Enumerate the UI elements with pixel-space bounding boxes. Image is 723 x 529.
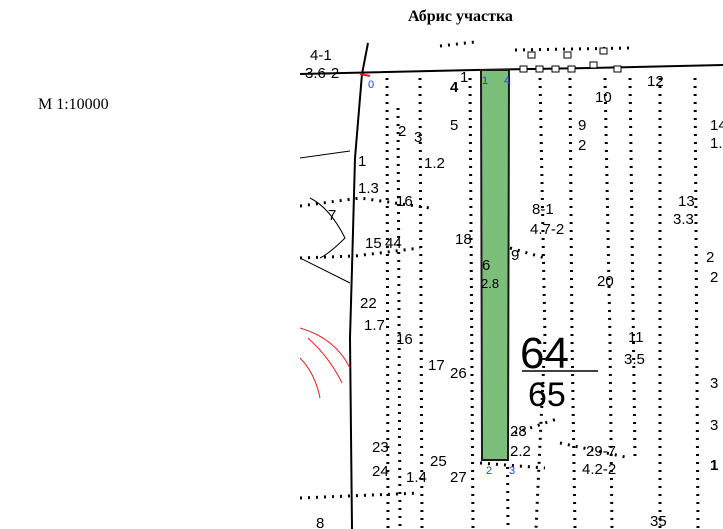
map-title: Абрис участка <box>408 8 513 25</box>
map-label-32: 14 <box>710 117 723 134</box>
map-label-8: 3.6-2 <box>305 65 339 82</box>
red-arc-left-3 <box>300 357 321 399</box>
map-label-22: 6 <box>482 257 490 274</box>
map-label-15: 1 <box>358 153 366 170</box>
point-1: 1 <box>482 75 488 87</box>
parcel-polygon <box>479 69 511 461</box>
map-label-31: 2 <box>578 137 586 154</box>
point-4: 4 <box>504 75 510 87</box>
map-label-40: 16 <box>396 331 413 348</box>
map-label-52: 27 <box>450 469 467 486</box>
map-label-7: 4-1 <box>310 47 332 64</box>
scale-label: М 1:10000 <box>38 96 109 113</box>
map-label-44: 3.5 <box>624 351 645 368</box>
red-arc-left <box>300 327 351 369</box>
map-label-33: 1.2 <box>710 135 723 152</box>
red-arc-top <box>359 73 371 77</box>
map-label-12: 3 <box>414 129 422 146</box>
map-label-11: 2 <box>398 123 406 140</box>
map-label-37: 2 <box>710 269 718 286</box>
map-label-49: 4.2-2 <box>582 461 616 478</box>
map-label-45: 3 <box>710 375 718 392</box>
diagonal-line <box>300 257 351 284</box>
map-label-35: 3.3 <box>673 211 694 228</box>
block-sub-number: 65 <box>528 376 566 414</box>
map-label-27: 20 <box>597 273 614 290</box>
point-3: 3 <box>509 465 515 477</box>
red-arc-left-2 <box>307 337 343 384</box>
map-label-17: 16 <box>396 193 413 210</box>
map-label-25: 8-1 <box>532 201 554 218</box>
map-label-10: 1 <box>460 69 468 86</box>
map-label-53: 24 <box>372 463 389 480</box>
map-label-28: 10 <box>595 89 612 106</box>
map-label-36: 2 <box>706 249 714 266</box>
plot-sketch-map: 0 1 4 2 3 64 65 4-1 3.6-2 4 1 2 3 5 1.2 … <box>300 38 723 529</box>
map-label-14: 1.2 <box>424 155 445 172</box>
map-label-51: 25 <box>430 453 447 470</box>
block-number: 64 <box>520 329 569 378</box>
black-arc-left <box>309 197 346 259</box>
map-label-26: 4.7-2 <box>530 221 564 238</box>
map-label-54: 1.4 <box>406 469 427 486</box>
map-label-19: 15 <box>365 235 382 252</box>
map-label-9: 4 <box>450 79 459 96</box>
map-label-21: 18 <box>455 231 472 248</box>
top-boundary-line <box>300 64 723 75</box>
left-boundary-line <box>348 42 369 529</box>
map-label-16: 1.3 <box>358 180 379 197</box>
map-label-43: 11 <box>628 329 644 346</box>
map-label-48: 29-7 <box>586 443 616 460</box>
map-labels: 4-1 3.6-2 4 1 2 3 5 1.2 1 1.3 16 7 15 44… <box>305 47 723 529</box>
map-label-41: 17 <box>428 357 445 374</box>
map-label-29: 12 <box>647 73 664 90</box>
map-label-13: 5 <box>450 117 458 134</box>
map-label-42: 26 <box>450 365 467 382</box>
map-label-18: 7 <box>328 207 336 224</box>
map-label-34: 13 <box>678 193 695 210</box>
map-label-50: 23 <box>372 439 389 456</box>
point-0: 0 <box>368 79 374 91</box>
map-label-46: 28 <box>510 423 527 440</box>
forest-dotted-lines <box>300 40 700 529</box>
map-label-57: 3 <box>710 417 718 434</box>
map-label-20: 44 <box>385 235 402 252</box>
map-label-38: 22 <box>360 295 377 312</box>
map-label-47: 2.2 <box>510 443 531 460</box>
map-label-30: 9 <box>578 117 586 134</box>
diagonal-line-2 <box>300 150 351 159</box>
building-markers <box>519 47 622 73</box>
map-label-58: 1 <box>710 457 718 474</box>
point-2: 2 <box>486 465 492 477</box>
map-label-56: 35 <box>650 513 667 529</box>
map-label-55: 8 <box>316 515 324 529</box>
map-label-23: 2.8 <box>481 276 499 291</box>
map-label-39: 1.7 <box>364 317 385 334</box>
map-label-24: 9 <box>511 247 519 264</box>
